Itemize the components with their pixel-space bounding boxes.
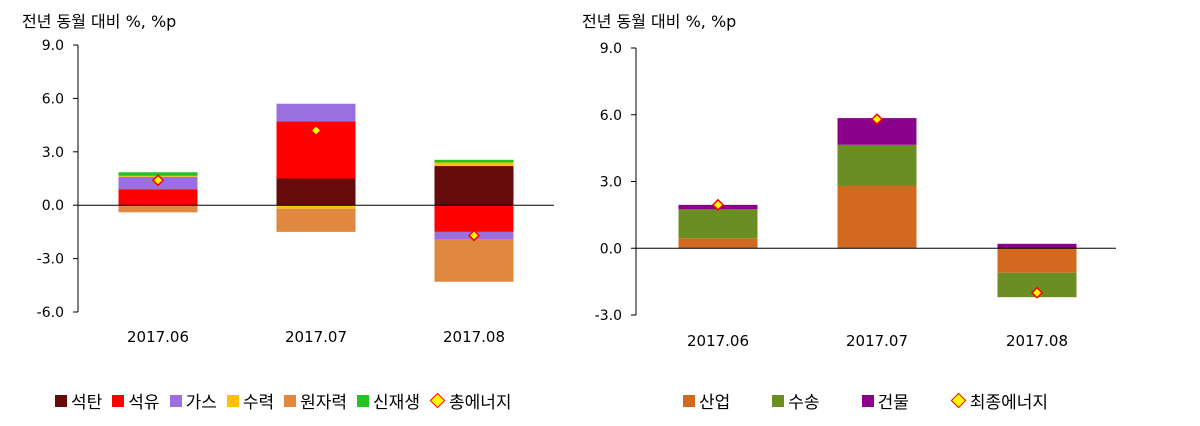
legend-item-total: 최종에너지 xyxy=(950,388,1049,413)
right-x-tick-label: 2017.07 xyxy=(846,332,908,350)
right-bar-산업-2017.08 xyxy=(997,248,1077,273)
legend-item-수송: 수송 xyxy=(772,388,820,413)
legend-label: 가스 xyxy=(185,393,217,413)
legend-item-수력: 수력 xyxy=(226,388,275,413)
right-y-tick-label: 9.0 xyxy=(600,41,622,57)
right-total-marker-2017.07 xyxy=(870,113,884,126)
right-bar-수송-2017.06 xyxy=(678,209,758,239)
legend-swatch xyxy=(169,394,182,407)
left-bar-원자력-2017.08 xyxy=(434,239,514,282)
left-chart-legend: 석탄 석유 가스 수력 원자력 신재생 총에너지 xyxy=(55,388,522,413)
right-y-tick-label: 6.0 xyxy=(600,108,622,124)
legend-item-가스: 가스 xyxy=(169,388,217,413)
legend-label: 수력 xyxy=(242,393,275,413)
legend-swatch xyxy=(226,394,239,407)
legend-swatch xyxy=(357,394,370,407)
left-x-tick-label: 2017.08 xyxy=(443,328,505,346)
left-bar-석탄-2017.08 xyxy=(434,166,514,206)
left-bar-석유-2017.08 xyxy=(434,205,514,232)
legend-swatch xyxy=(861,394,874,407)
left-bar-수력-2017.08 xyxy=(434,162,514,167)
right-total-marker-2017.06 xyxy=(711,198,725,211)
legend-swatch xyxy=(683,394,695,407)
left-chart-unit-label: 전년 동월 대비 %, %p xyxy=(22,12,177,31)
legend-item-원자력: 원자력 xyxy=(284,388,347,413)
right-y-tick-label: 3.0 xyxy=(600,175,622,191)
legend-label: 최종에너지 xyxy=(969,393,1049,413)
left-bar-석탄-2017.07 xyxy=(276,178,356,206)
legend-item-석탄: 석탄 xyxy=(55,388,102,413)
right-y-tick-label: 0.0 xyxy=(600,241,622,257)
legend-swatch xyxy=(772,394,785,407)
legend-swatch xyxy=(112,394,125,407)
right-chart-unit-label: 전년 동월 대비 %, %p xyxy=(582,12,737,31)
left-y-tick-label: -6.0 xyxy=(37,305,64,321)
right-chart-legend: 산업 수송 건물 최종에너지 xyxy=(683,388,1058,413)
legend-label: 석유 xyxy=(128,393,160,413)
legend-item-산업: 산업 xyxy=(683,388,730,413)
left-x-tick-label: 2017.06 xyxy=(127,328,189,346)
right-bar-수송-2017.07 xyxy=(837,144,917,186)
legend-item-건물: 건물 xyxy=(861,388,909,413)
left-total-marker-2017.07 xyxy=(309,124,323,137)
left-y-tick-label: 0.0 xyxy=(42,198,64,214)
left-bar-가스-2017.07 xyxy=(276,103,356,122)
legend-label: 수송 xyxy=(788,393,820,413)
right-bar-건물-2017.08 xyxy=(997,243,1077,249)
left-y-tick-label: 6.0 xyxy=(42,91,64,107)
left-total-marker-2017.08 xyxy=(467,229,481,242)
right-bar-산업-2017.07 xyxy=(837,185,917,249)
left-bar-원자력-2017.07 xyxy=(276,208,356,232)
legend-label: 총에너지 xyxy=(448,393,512,413)
right-bar-산업-2017.06 xyxy=(678,238,758,249)
legend-label: 건물 xyxy=(877,393,909,413)
legend-diamond-marker xyxy=(429,392,446,409)
legend-diamond-marker xyxy=(950,392,967,409)
right-total-marker-2017.08 xyxy=(1030,286,1044,299)
left-y-tick-label: 9.0 xyxy=(42,38,64,54)
legend-label: 산업 xyxy=(699,393,731,413)
legend-label: 석탄 xyxy=(71,393,103,413)
legend-label: 신재생 xyxy=(373,393,420,413)
left-bar-원자력-2017.06 xyxy=(118,205,198,213)
left-bar-수력-2017.07 xyxy=(276,205,356,209)
left-bar-석유-2017.06 xyxy=(118,189,198,206)
legend-swatch xyxy=(55,394,67,407)
legend-label: 원자력 xyxy=(300,393,348,413)
left-x-tick-label: 2017.07 xyxy=(285,328,347,346)
right-x-tick-label: 2017.06 xyxy=(687,332,749,350)
legend-item-석유: 석유 xyxy=(112,388,160,413)
right-x-tick-label: 2017.08 xyxy=(1006,332,1068,350)
right-y-tick-label: -3.0 xyxy=(595,308,622,324)
legend-item-total: 총에너지 xyxy=(429,388,512,413)
left-bar-신재생-2017.08 xyxy=(434,159,514,163)
left-y-tick-label: -3.0 xyxy=(37,252,64,268)
left-bar-신재생-2017.06 xyxy=(118,172,198,176)
left-total-marker-2017.06 xyxy=(151,174,165,187)
legend-item-신재생: 신재생 xyxy=(357,388,420,413)
legend-swatch xyxy=(284,394,297,407)
left-y-tick-label: 3.0 xyxy=(42,145,64,161)
